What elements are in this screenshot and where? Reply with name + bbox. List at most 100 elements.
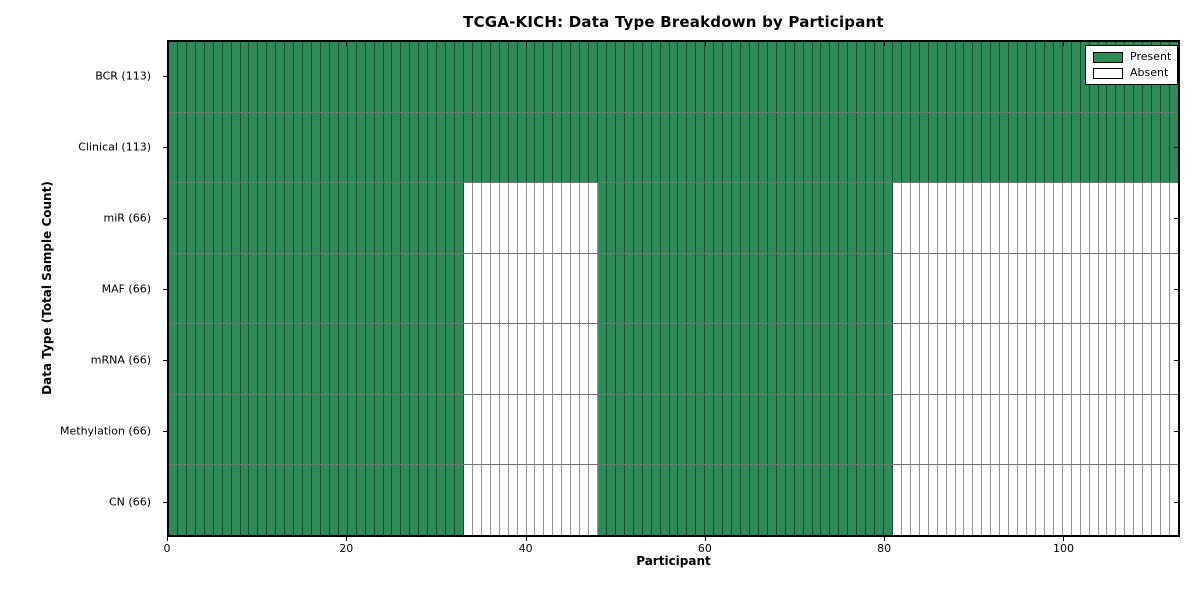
heatmap-cell — [687, 324, 697, 394]
heatmap-cell — [776, 183, 786, 253]
heatmap-cell — [821, 465, 831, 536]
heatmap-cell — [633, 183, 643, 253]
heatmap-cell — [651, 112, 661, 183]
heatmap-cell — [312, 42, 321, 112]
heatmap-cell — [937, 324, 947, 394]
x-tick-mark — [1063, 42, 1065, 46]
x-tick-labels: 0 20 40 60 80 100 — [163, 542, 1180, 557]
heatmap-cell — [365, 183, 375, 253]
heatmap-cell — [1134, 112, 1144, 183]
x-tick-label-0: 0 — [163, 542, 171, 555]
heatmap-cell — [642, 183, 652, 253]
heatmap-cell — [499, 183, 509, 253]
heatmap-cell — [231, 394, 241, 465]
heatmap-cell — [374, 465, 384, 536]
heatmap-cell — [365, 465, 375, 536]
heatmap-cell — [1143, 112, 1153, 183]
heatmap-cell — [705, 253, 715, 324]
heatmap-cell — [329, 42, 339, 112]
heatmap-cell — [365, 394, 375, 465]
heatmap-cell — [580, 112, 590, 183]
heatmap-cell — [392, 253, 402, 324]
heatmap-cell — [794, 42, 804, 112]
heatmap-cell — [758, 465, 768, 536]
heatmap-cell — [1107, 253, 1117, 324]
heatmap-cell — [606, 324, 616, 394]
heatmap-cell — [615, 183, 625, 253]
heatmap-cell — [1044, 112, 1054, 183]
heatmap-cell — [606, 253, 616, 324]
heatmap-cell — [249, 253, 259, 324]
heatmap-cell — [1009, 394, 1019, 465]
heatmap-cell — [571, 465, 581, 536]
heatmap-cell — [249, 112, 259, 183]
heatmap-cell — [365, 112, 375, 183]
heatmap-cell — [347, 183, 357, 253]
heatmap-cell — [839, 42, 849, 112]
heatmap-cell — [598, 253, 607, 324]
heatmap-cell — [177, 253, 187, 324]
heatmap-cell — [338, 324, 348, 394]
heatmap-cell — [964, 183, 974, 253]
heatmap-cell — [517, 394, 527, 465]
heatmap-cell — [1152, 324, 1162, 394]
heatmap-cell — [410, 253, 420, 324]
y-tick-label-Clinical: Clinical (113) — [78, 140, 151, 153]
heatmap-cell — [892, 465, 902, 536]
y-tick-label-MAF: MAF (66) — [101, 282, 151, 295]
heatmap-cell — [1116, 394, 1126, 465]
heatmap-cell — [544, 112, 554, 183]
heatmap-cell — [472, 465, 482, 536]
heatmap-cell — [714, 112, 724, 183]
heatmap-cell — [419, 465, 429, 536]
heatmap-cell — [437, 253, 447, 324]
heatmap-cell — [946, 394, 956, 465]
heatmap-cell — [499, 42, 509, 112]
heatmap-cell — [490, 42, 500, 112]
heatmap-cell — [544, 183, 554, 253]
heatmap-cell — [1161, 394, 1170, 465]
heatmap-cell — [240, 324, 250, 394]
y-tick-mark — [1174, 501, 1178, 503]
heatmap-cell — [705, 183, 715, 253]
heatmap-cell — [991, 465, 1001, 536]
heatmap-cell — [356, 465, 366, 536]
heatmap-cell — [392, 112, 402, 183]
heatmap-cell — [633, 394, 643, 465]
heatmap-cell — [1098, 183, 1108, 253]
heatmap-cell — [231, 465, 241, 536]
heatmap-cell — [490, 112, 500, 183]
heatmap-cell — [446, 394, 455, 465]
heatmap-cell — [535, 324, 545, 394]
heatmap-cell — [606, 394, 616, 465]
heatmap-cell — [410, 324, 420, 394]
heatmap-cell — [571, 42, 581, 112]
heatmap-cell — [830, 42, 840, 112]
heatmap-cell — [892, 42, 902, 112]
heatmap-cell — [767, 183, 777, 253]
heatmap-cell — [562, 394, 572, 465]
heatmap-cell — [204, 324, 214, 394]
y-tick-mark — [1174, 146, 1178, 148]
heatmap-cell — [785, 42, 795, 112]
heatmap-cell — [812, 465, 822, 536]
y-tick-mark — [163, 288, 167, 290]
heatmap-cell — [276, 324, 286, 394]
heatmap-cell — [222, 253, 232, 324]
heatmap-cell — [660, 465, 670, 536]
heatmap-cell — [338, 112, 348, 183]
heatmap-cell — [901, 253, 911, 324]
heatmap-cell — [419, 253, 429, 324]
heatmap-cell — [169, 324, 178, 394]
heatmap-cell — [946, 112, 956, 183]
heatmap-cell — [517, 465, 527, 536]
heatmap-cell — [884, 253, 893, 324]
heatmap-cell — [624, 324, 634, 394]
heatmap-cell — [589, 42, 598, 112]
heatmap-cell — [714, 394, 724, 465]
heatmap-cell — [794, 112, 804, 183]
heatmap-cell — [696, 394, 706, 465]
heatmap-cell — [1098, 324, 1108, 394]
heatmap-cell — [1000, 253, 1010, 324]
heatmap-cell — [446, 465, 455, 536]
